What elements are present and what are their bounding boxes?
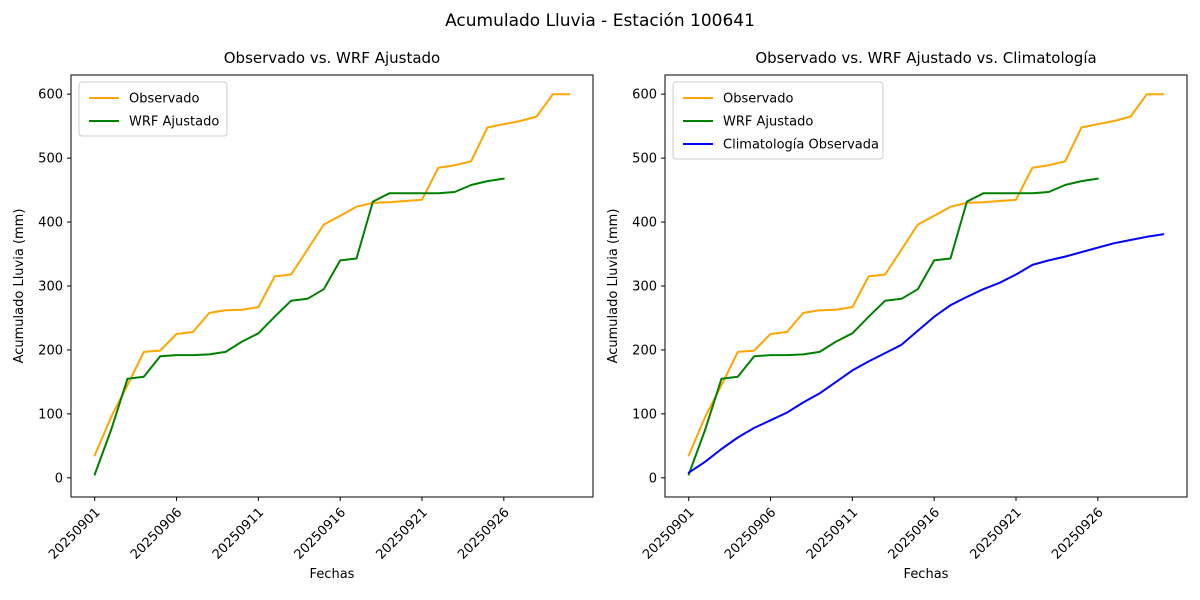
y-tick-label: 600 [38,88,63,103]
x-tick-label: 20250901 [46,505,103,562]
y-axis-label: Acumulado Lluvia (mm) [12,209,27,364]
x-axis-label: Fechas [904,567,949,582]
axes-title: Observado vs. WRF Ajustado [224,49,440,67]
y-tick-label: 400 [38,216,63,231]
series-line-2 [687,233,1165,474]
y-tick-label: 600 [632,88,657,103]
series-line-0 [93,93,571,457]
y-tick-label: 500 [38,152,63,167]
legend-box [78,81,228,137]
x-tick-label: 20250916 [292,505,349,562]
y-axis-label: Acumulado Lluvia (mm) [606,209,621,364]
legend-entry-label: Observado [723,92,794,107]
x-tick-label: 20250901 [640,505,697,562]
y-tick-label: 400 [632,216,657,231]
x-tick-label: 20250926 [1049,505,1106,562]
legend-entry-label: WRF Ajustado [723,115,813,130]
x-tick-label: 20250906 [128,505,185,562]
series-line-1 [687,177,1099,476]
x-tick-label: 20250906 [722,505,779,562]
legend-entry-label: Climatología Observada [723,138,879,153]
x-tick-label: 20250926 [455,505,512,562]
y-tick-label: 0 [649,471,657,486]
y-tick-label: 300 [38,280,63,295]
chart-observado-vs-wrf-vs-climatologia: 0 100 200 300 400 500 600 20250901 20250906 20250… [606,49,1188,582]
series-line-0 [687,93,1165,457]
series-line-1 [93,177,505,476]
y-tick-label: 0 [55,471,63,486]
y-tick-label: 100 [38,407,63,422]
y-tick-label: 300 [632,280,657,295]
legend-box [672,81,884,160]
x-tick-label: 20250911 [210,505,267,562]
legend-entry-label: Observado [129,92,200,107]
chart-observado-vs-wrf: 0 100 200 300 400 500 600 20250901 20250906 20250… [12,49,594,582]
y-tick-label: 500 [632,152,657,167]
y-tick-label: 200 [632,343,657,358]
legend-entry-label: WRF Ajustado [129,115,219,130]
axes-title: Observado vs. WRF Ajustado vs. Climatolo… [755,49,1096,67]
x-tick-label: 20250916 [886,505,943,562]
y-tick-label: 100 [632,407,657,422]
x-tick-label: 20250911 [804,505,861,562]
x-tick-label: 20250921 [967,505,1024,562]
x-axis-label: Fechas [310,567,355,582]
x-tick-label: 20250921 [373,505,430,562]
figure-suptitle: Acumulado Lluvia - Estación 100641 [445,11,755,31]
plot-area-border [70,74,594,498]
y-tick-label: 200 [38,343,63,358]
